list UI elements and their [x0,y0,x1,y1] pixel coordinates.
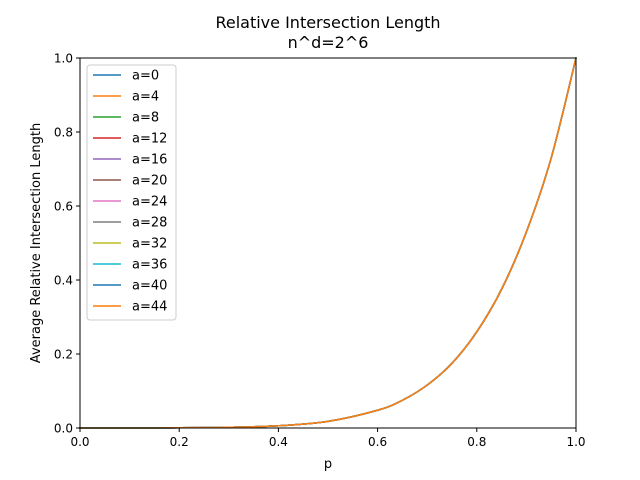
y-axis-ticks: 0.0 0.2 0.4 0.6 0.8 1.0 [54,52,80,436]
legend-label: a=44 [132,300,167,315]
legend-box [86,64,177,321]
y-tick-label: 0.8 [54,126,73,140]
legend-label: a=16 [132,153,167,168]
y-tick-label: 0.2 [54,348,73,362]
y-axis-label: Average Relative Intersection Length [29,123,44,363]
x-axis-label: p [324,457,332,472]
legend-label: a=32 [132,237,167,252]
x-tick-label: 0.4 [269,435,288,449]
y-tick-label: 1.0 [54,52,73,66]
legend-label: a=36 [132,258,167,273]
x-tick-label: 0.6 [368,435,387,449]
chart-title: Relative Intersection Length [215,13,440,32]
legend-label: a=8 [132,111,159,126]
y-tick-label: 0.6 [54,200,73,214]
axes-frame [79,57,577,429]
chart-subtitle: n^d=2^6 [288,33,369,52]
legend-label: a=12 [132,132,167,147]
legend-label: a=40 [132,279,167,294]
y-tick-label: 0.0 [54,422,73,436]
legend-label: a=4 [132,90,159,105]
legend-items: a=0 a=4 a=8 a=12 a=16 a=20 a=24 a=28 a=32 a=36 a=4… [93,69,167,315]
x-tick-label: 1.0 [566,435,585,449]
x-tick-label: 0.2 [170,435,189,449]
legend-label: a=24 [132,195,167,210]
legend-label: a=0 [132,69,159,84]
y-tick-label: 0.4 [54,274,73,288]
legend: a=0 a=4 a=8 a=12 a=16 a=20 a=24 a=28 a=32 a=36 a=4… [86,64,177,321]
legend-label: a=28 [132,216,167,231]
x-axis-ticks: 0.0 0.2 0.4 0.6 0.8 1.0 [70,428,586,449]
x-tick-label: 0.8 [467,435,486,449]
legend-label: a=20 [132,174,167,189]
x-tick-label: 0.0 [70,435,89,449]
